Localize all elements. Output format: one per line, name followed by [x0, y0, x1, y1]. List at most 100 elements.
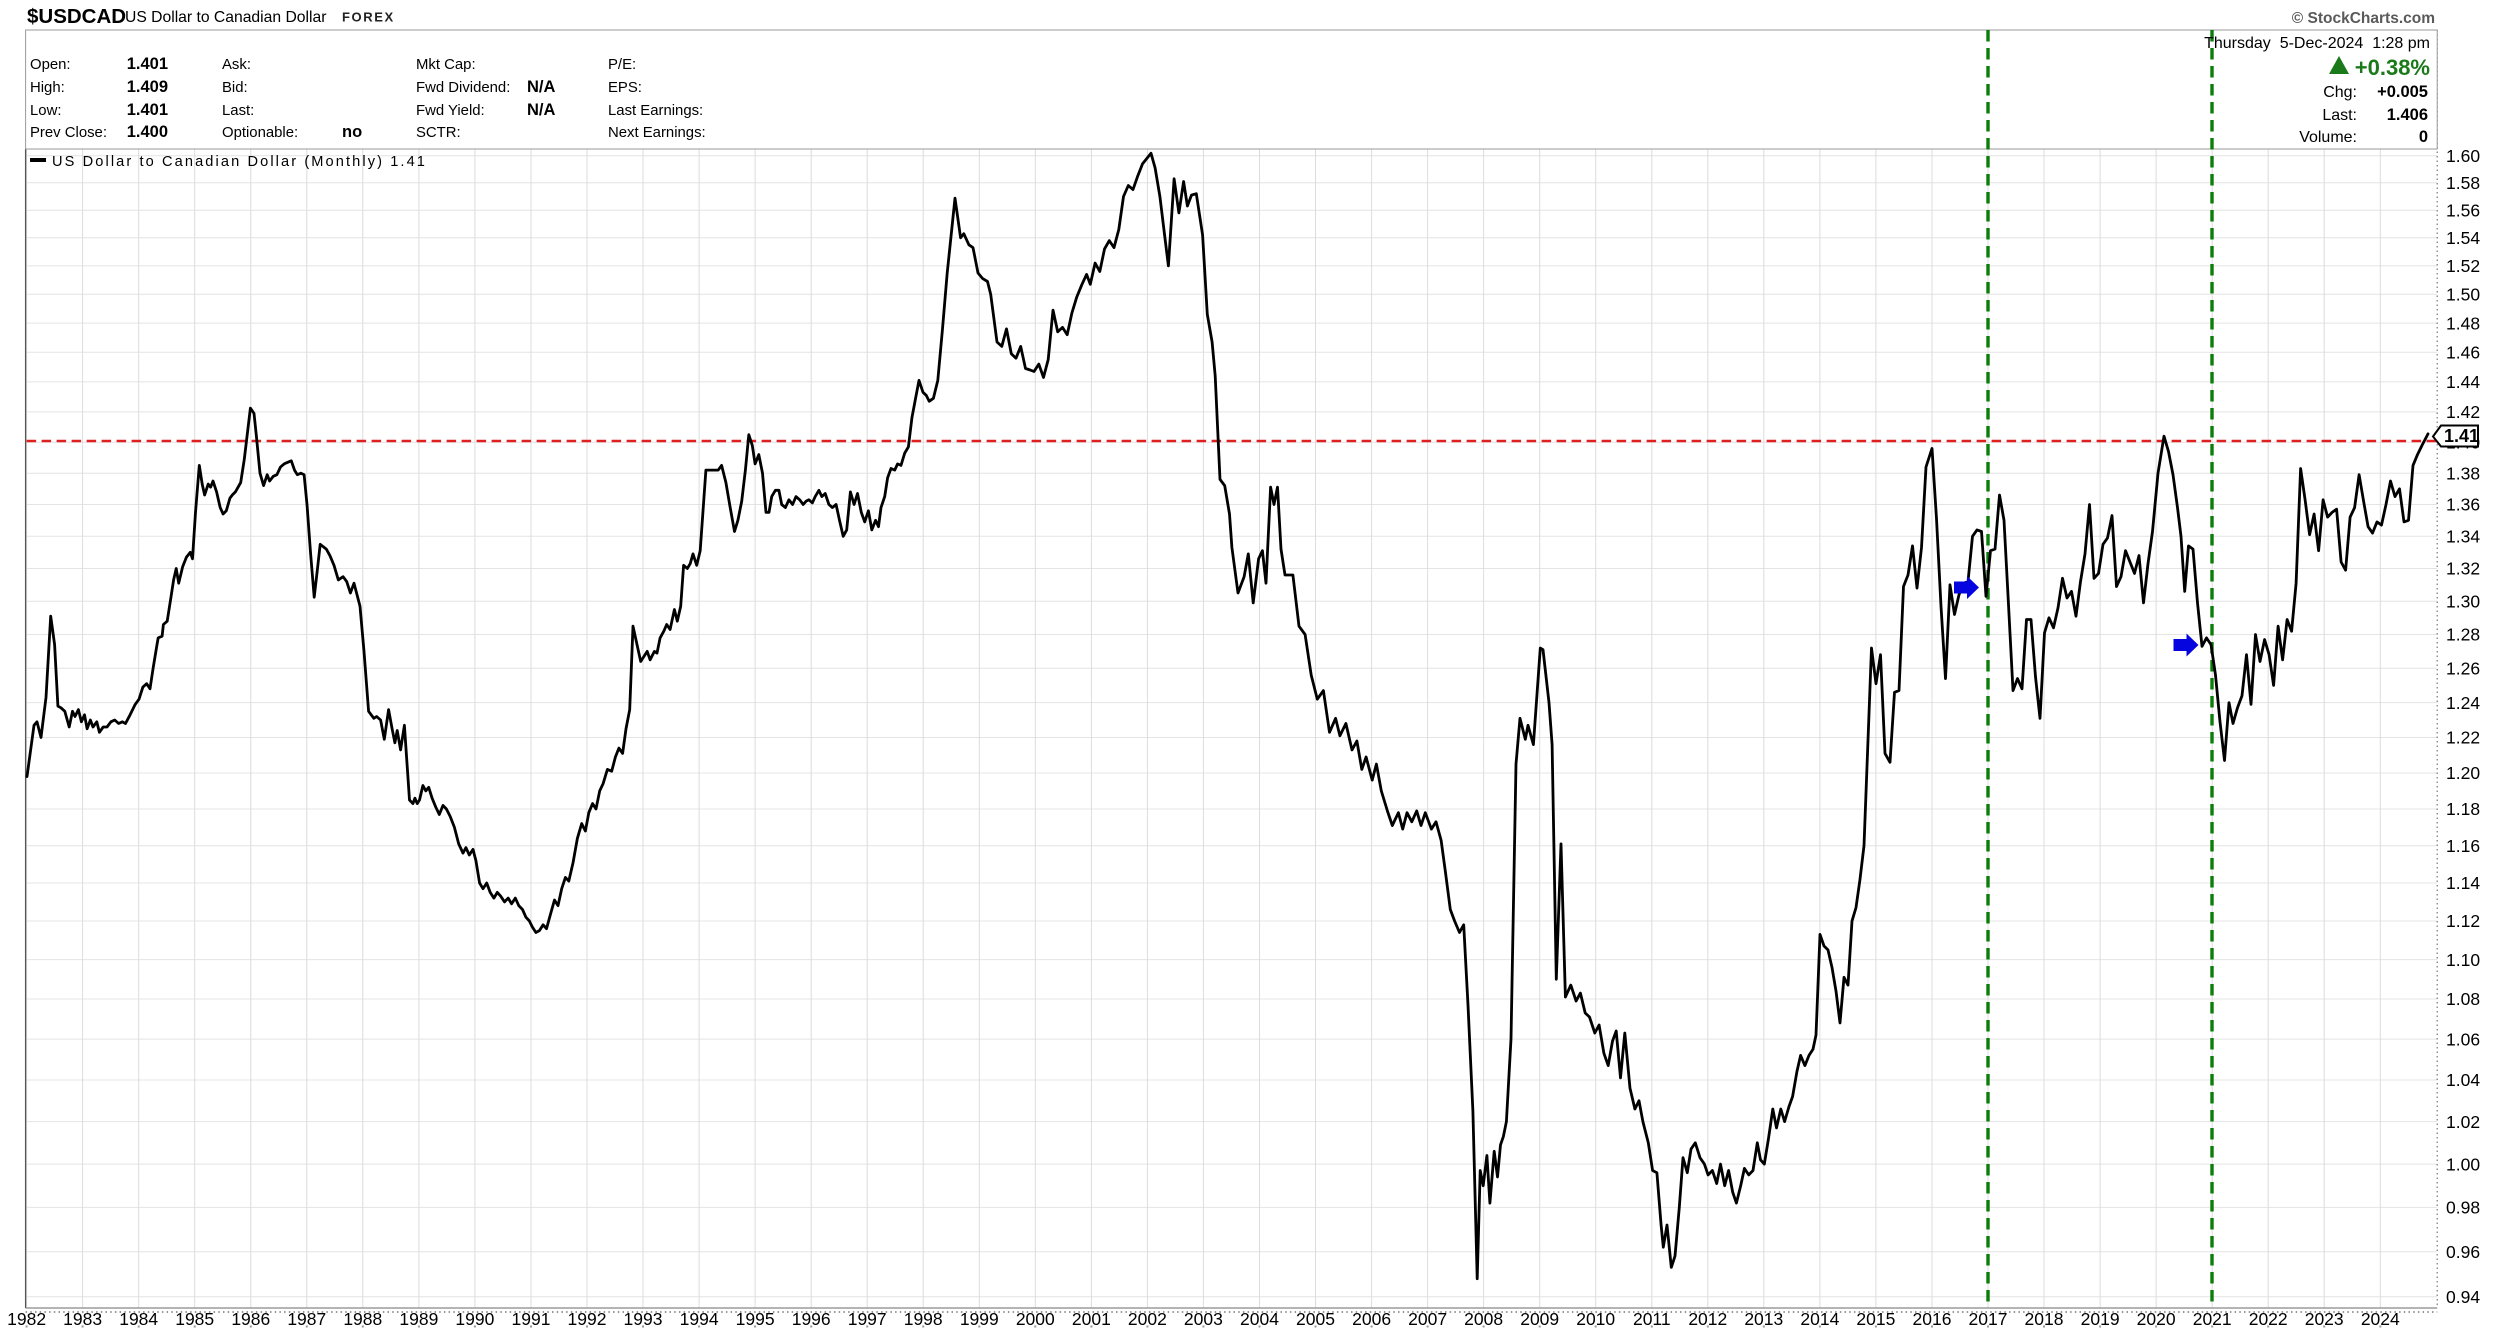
svg-text:1.34: 1.34	[2446, 527, 2480, 547]
svg-text:1.14: 1.14	[2446, 873, 2480, 893]
svg-text:2018: 2018	[2025, 1309, 2064, 1328]
svg-text:Thursday 5-Dec-2024 1:28 pm: Thursday 5-Dec-2024 1:28 pm	[2204, 35, 2430, 52]
svg-text:2024: 2024	[2361, 1309, 2400, 1328]
svg-text:Optionable:: Optionable:	[222, 125, 298, 141]
svg-text:1986: 1986	[231, 1309, 270, 1328]
svg-text:Open:: Open:	[30, 57, 71, 73]
svg-text:2000: 2000	[1016, 1309, 1055, 1328]
svg-text:no: no	[342, 123, 362, 141]
svg-text:FOREX: FOREX	[342, 10, 395, 25]
svg-text:Fwd Dividend:: Fwd Dividend:	[416, 80, 510, 96]
svg-text:1995: 1995	[736, 1309, 775, 1328]
svg-text:SCTR:: SCTR:	[416, 125, 461, 141]
svg-text:1.28: 1.28	[2446, 625, 2480, 645]
svg-text:2008: 2008	[1464, 1309, 1503, 1328]
svg-text:2009: 2009	[1520, 1309, 1559, 1328]
svg-text:2021: 2021	[2193, 1309, 2232, 1328]
svg-text:US Dollar to Canadian Dollar (: US Dollar to Canadian Dollar (Monthly) 1…	[52, 154, 427, 170]
svg-text:1999: 1999	[960, 1309, 999, 1328]
svg-text:EPS:: EPS:	[608, 80, 642, 96]
svg-text:1985: 1985	[175, 1309, 214, 1328]
svg-text:2004: 2004	[1240, 1309, 1279, 1328]
svg-text:1996: 1996	[792, 1309, 831, 1328]
svg-text:2015: 2015	[1856, 1309, 1895, 1328]
svg-text:1983: 1983	[63, 1309, 102, 1328]
svg-text:Bid:: Bid:	[222, 80, 248, 96]
svg-text:1.401: 1.401	[127, 101, 168, 119]
svg-text:1.52: 1.52	[2446, 256, 2480, 276]
svg-text:2001: 2001	[1072, 1309, 1111, 1328]
svg-text:2019: 2019	[2081, 1309, 2120, 1328]
svg-text:2007: 2007	[1408, 1309, 1447, 1328]
svg-text:1.56: 1.56	[2446, 200, 2480, 220]
svg-text:1.20: 1.20	[2446, 763, 2480, 783]
svg-text:1993: 1993	[624, 1309, 663, 1328]
svg-text:2017: 2017	[1969, 1309, 2008, 1328]
svg-text:2020: 2020	[2137, 1309, 2176, 1328]
svg-text:1.18: 1.18	[2446, 799, 2480, 819]
svg-text:2023: 2023	[2305, 1309, 2344, 1328]
svg-text:2022: 2022	[2249, 1309, 2288, 1328]
svg-text:1.58: 1.58	[2446, 173, 2480, 193]
svg-text:N/A: N/A	[527, 78, 556, 96]
svg-text:1.00: 1.00	[2446, 1154, 2480, 1174]
svg-text:1.46: 1.46	[2446, 343, 2480, 363]
svg-text:Prev Close:: Prev Close:	[30, 125, 107, 141]
svg-text:Last Earnings:: Last Earnings:	[608, 103, 703, 119]
svg-text:1.10: 1.10	[2446, 950, 2480, 970]
svg-text:1.41: 1.41	[2444, 426, 2479, 446]
svg-text:1998: 1998	[904, 1309, 943, 1328]
svg-text:2002: 2002	[1128, 1309, 1167, 1328]
svg-text:Fwd Yield:: Fwd Yield:	[416, 103, 485, 119]
svg-text:1.22: 1.22	[2446, 728, 2480, 748]
svg-text:1.42: 1.42	[2446, 402, 2480, 422]
svg-text:1.401: 1.401	[127, 55, 168, 73]
svg-text:1987: 1987	[287, 1309, 326, 1328]
svg-text:1.04: 1.04	[2446, 1070, 2480, 1090]
svg-text:US Dollar to Canadian Dollar: US Dollar to Canadian Dollar	[125, 9, 326, 26]
svg-text:1.48: 1.48	[2446, 313, 2480, 333]
svg-text:Last:: Last:	[2322, 107, 2357, 124]
svg-text:2003: 2003	[1184, 1309, 1223, 1328]
svg-text:N/A: N/A	[527, 101, 556, 119]
svg-text:1.24: 1.24	[2446, 693, 2480, 713]
svg-text:1.02: 1.02	[2446, 1112, 2480, 1132]
svg-text:2010: 2010	[1576, 1309, 1615, 1328]
svg-text:2012: 2012	[1688, 1309, 1727, 1328]
svg-text:2014: 2014	[1800, 1309, 1839, 1328]
svg-text:1.36: 1.36	[2446, 495, 2480, 515]
svg-text:1.409: 1.409	[127, 78, 168, 96]
svg-text:1990: 1990	[455, 1309, 494, 1328]
svg-text:1.400: 1.400	[127, 123, 168, 141]
svg-text:1997: 1997	[848, 1309, 887, 1328]
svg-text:1.12: 1.12	[2446, 911, 2480, 931]
svg-text:Chg:: Chg:	[2323, 84, 2357, 101]
svg-text:2011: 2011	[1633, 1309, 1671, 1328]
svg-text:1991: 1991	[512, 1309, 551, 1328]
svg-text:1.32: 1.32	[2446, 559, 2480, 579]
svg-text:Ask:: Ask:	[222, 57, 251, 73]
svg-text:1.54: 1.54	[2446, 228, 2480, 248]
svg-text:1992: 1992	[568, 1309, 607, 1328]
svg-text:Last:: Last:	[222, 103, 254, 119]
svg-text:1.38: 1.38	[2446, 463, 2480, 483]
svg-text:1.50: 1.50	[2446, 285, 2480, 305]
svg-text:Mkt Cap:: Mkt Cap:	[416, 57, 476, 73]
svg-text:1.26: 1.26	[2446, 659, 2480, 679]
svg-text:0: 0	[2419, 128, 2428, 146]
svg-text:© StockCharts.com: © StockCharts.com	[2292, 10, 2435, 27]
svg-text:1982: 1982	[7, 1309, 46, 1328]
svg-text:1984: 1984	[119, 1309, 158, 1328]
svg-text:+0.38%: +0.38%	[2355, 55, 2430, 80]
svg-text:1.30: 1.30	[2446, 592, 2480, 612]
svg-text:Next Earnings:: Next Earnings:	[608, 125, 706, 141]
svg-text:1.06: 1.06	[2446, 1029, 2480, 1049]
svg-text:$USDCAD: $USDCAD	[27, 5, 126, 28]
svg-text:0.96: 0.96	[2446, 1242, 2480, 1262]
svg-text:2016: 2016	[1913, 1309, 1952, 1328]
svg-text:1.16: 1.16	[2446, 836, 2480, 856]
svg-text:1994: 1994	[680, 1309, 719, 1328]
svg-text:Volume:: Volume:	[2299, 129, 2357, 146]
svg-text:Low:: Low:	[30, 103, 61, 119]
svg-text:0.94: 0.94	[2446, 1287, 2480, 1307]
